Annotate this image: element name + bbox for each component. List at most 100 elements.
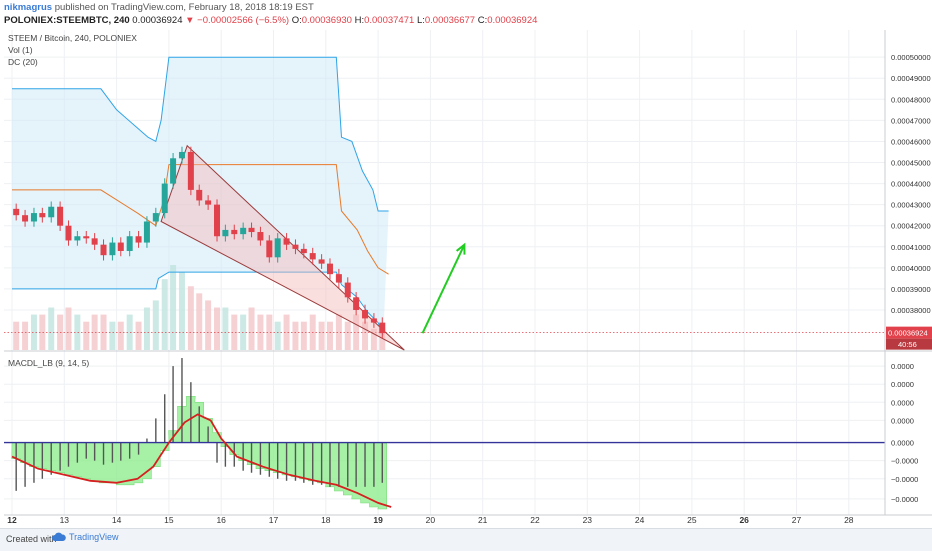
candle-body [274,238,281,258]
volume-bar [379,328,386,350]
volume-bar [205,300,212,350]
candle-body [100,244,107,256]
candle-body [379,322,386,334]
volume-bar [292,321,299,350]
y-tick-label: 0.00047000 [891,116,931,125]
y-tick-label: 0.00050000 [891,53,931,62]
candle-body [335,274,342,283]
candle-body [109,242,116,256]
candle-body [300,248,307,254]
last-price-badge [886,326,932,339]
macd-histogram [11,396,387,510]
volume-legend: Vol (1) [8,45,33,55]
projection-arrow-head [455,242,466,255]
low-value: 0.00036677 [424,15,476,26]
volume-bar [143,307,150,350]
candle-body [135,236,142,243]
candle-body [214,204,221,237]
countdown-label: 40:56 [898,340,917,349]
candle-body [222,229,229,237]
candle-body [292,244,299,249]
volume-bar [274,321,281,350]
candle-body [126,236,133,251]
candle-body [39,213,46,218]
x-tick-label: 12 [7,515,17,525]
candle-body [74,236,81,241]
volume-bar [48,307,55,350]
macd-y-tick-label: −0.0000 [891,495,918,504]
volume-bar [344,321,351,350]
tradingview-brand[interactable]: TradingView [52,532,119,542]
series-legend: STEEM / Bitcoin, 240, POLONIEX [8,33,137,43]
y-tick-label: 0.00044000 [891,180,931,189]
y-tick-label: 0.00042000 [891,222,931,231]
y-tick-label: 0.00040000 [891,264,931,273]
volume-bar [117,321,124,350]
x-tick-label: 23 [583,515,593,525]
cloud-logo-icon [52,532,66,541]
candle-body [283,238,290,245]
donchian-upper-line [12,56,389,212]
macd-signal-line [11,413,392,508]
x-tick-label: 16 [216,515,226,525]
high-value: 0.00037471 [364,15,415,26]
candle-body [143,221,150,243]
y-tick-label: 0.00048000 [891,95,931,104]
volume-bar [100,314,107,350]
macd-y-tick-label: 0.0000 [891,362,914,371]
donchian-legend: DC (20) [8,57,38,67]
candle-body [161,183,168,214]
volume-bar [22,321,29,350]
volume-bar [248,307,255,350]
candle-body [318,259,325,264]
y-tick-label: 0.00045000 [891,159,931,168]
symbol-label: POLONIEX:STEEMBTC, 240 [4,15,130,26]
candle-body [248,227,255,233]
volume-bar [318,321,325,350]
candle-body [152,213,159,222]
brand-label: TradingView [69,532,119,542]
candle-body [266,240,273,258]
volume-bar [353,314,360,350]
low-label: L: [416,15,425,26]
volume-bar [222,307,229,350]
candle-body [65,225,72,241]
volume-bar [13,321,20,350]
volume-bar [74,314,81,350]
created-with-label: Created with [6,534,57,544]
candle-body [362,309,369,319]
volume-bar [335,314,342,350]
x-tick-label: 27 [792,515,802,525]
volume-bar [109,321,116,350]
symbol-line: POLONIEX:STEEMBTC, 240 0.00036924 ▼ −0.0… [4,15,537,26]
macd-y-tick-label: 0.0000 [891,439,914,448]
volume-bar [300,321,307,350]
volume-bar [170,265,177,350]
macd-y-tick-label: −0.0000 [891,457,918,466]
candle-body [309,253,316,260]
candle-body [240,227,247,235]
y-tick-label: 0.00049000 [891,74,931,83]
macd-y-tick-label: 0.0000 [891,416,914,425]
volume-bar [65,307,72,350]
candle-body [48,206,55,218]
open-label: O: [291,15,302,26]
volume-bar [161,279,168,350]
candle-body [178,151,185,159]
volume-bar [266,314,273,350]
x-tick-label: 17 [269,515,279,525]
y-tick-label: 0.00041000 [891,243,931,252]
chart-header: nikmagrus published on TradingView.com, … [0,0,932,30]
candle-body [83,236,90,239]
volume-bar [283,314,290,350]
author-link[interactable]: nikmagrus [4,2,53,13]
price-chart[interactable]: 12 13 14 15 16 17 18 19 20 21 22 23 24 25 26 27 28 0.0005… [0,0,932,528]
x-tick-label: 26 [739,515,749,525]
donchian-middle-line [12,164,389,275]
last-price-badge-label: 0.00036924 [888,329,928,338]
high-label: H: [354,15,365,26]
volume-bar [135,321,142,350]
macd-y-tick-label: −0.0000 [891,475,918,484]
x-tick-label: 28 [844,515,854,525]
x-tick-label: 14 [112,515,122,525]
